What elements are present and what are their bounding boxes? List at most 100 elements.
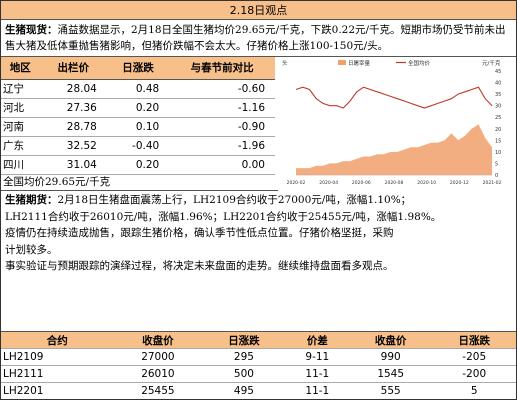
spot-cell-price: 28.04 xyxy=(39,79,107,99)
contracts-cell-spread-close: 990 xyxy=(348,348,433,366)
spot-cell-region: 河南 xyxy=(1,117,40,137)
spot-cell-price: 28.78 xyxy=(39,117,107,137)
spot-header-region: 地区 xyxy=(1,57,40,80)
spot-cell-vs-festival: 0.00 xyxy=(169,155,275,175)
contracts-row: LH2201 25455 495 11-1 555 5 xyxy=(1,382,516,400)
contracts-cell-spread: 11-1 xyxy=(285,382,349,400)
chart-y-tick-label: 0 xyxy=(495,173,498,179)
slaughter-area xyxy=(296,124,492,175)
slaughter-price-chart: 0 5 10 15 20 25 30 35 40 45 元/千克 头 日屠宰量 全国均价 2020-02 20… xyxy=(278,57,516,191)
spot-row: 广东 32.52 -0.40 -1.96 xyxy=(1,136,275,156)
spot-cell-region: 四川 xyxy=(1,155,40,175)
futures-line-2: LH2111合约收于26010元/吨，涨幅1.96%；LH2201合约收于254… xyxy=(5,210,442,223)
contracts-header-close: 收盘价 xyxy=(113,331,203,349)
chart-x-tick-label: 2021-02 xyxy=(483,180,502,186)
chart-x-tick-label: 2020-04 xyxy=(319,180,338,186)
spot-cell-daily: 0.48 xyxy=(106,79,170,99)
contracts-cell-daily: 500 xyxy=(202,365,286,383)
chart-y-tick-label: 35 xyxy=(495,92,501,98)
chart-x-tick-label: 2020-06 xyxy=(352,180,371,186)
spot-row: 河北 27.36 0.20 -1.16 xyxy=(1,98,275,118)
contracts-header-spread-close: 收盘价 xyxy=(348,331,433,349)
spot-header-daily: 日涨跌 xyxy=(106,57,170,80)
spot-cell-daily: 0.20 xyxy=(106,155,170,175)
contracts-row: LH2111 26010 500 11-1 1545 -200 xyxy=(1,365,516,383)
spot-price-table: 地区 出栏价 日涨跌 与春节前对比 辽宁 28.04 0.48 -0.60 河北 27.3… xyxy=(1,57,275,175)
contracts-cell-spread-close: 1545 xyxy=(348,365,433,383)
contracts-cell-spread: 11-1 xyxy=(285,365,349,383)
spot-cell-price: 27.36 xyxy=(39,98,107,118)
report-title: 2.18日观点 xyxy=(1,1,516,20)
contracts-cell-spread-daily: -200 xyxy=(432,365,516,383)
contracts-header-spread: 价差 xyxy=(285,331,349,349)
contracts-header-spread-daily: 日涨跌 xyxy=(432,331,516,349)
spot-intro: 生猪现货：涌益数据显示，2月18日全国生猪均价29.65元/千克，下跌0.22元… xyxy=(1,20,516,56)
spot-cell-region: 广东 xyxy=(1,136,40,156)
national-average: 全国均价29.65元/千克 xyxy=(3,176,111,188)
contracts-row: LH2109 27000 295 9-11 990 -205 xyxy=(1,348,516,366)
spot-cell-daily: -0.40 xyxy=(106,136,170,156)
contracts-cell-close: 25455 xyxy=(113,382,203,400)
spot-cell-vs-festival: -1.96 xyxy=(169,136,275,156)
contracts-cell-spread: 9-11 xyxy=(285,348,349,366)
contracts-cell-close: 27000 xyxy=(113,348,203,366)
chart-right-axis-label: 元/千克 xyxy=(482,59,501,67)
futures-section: 生猪期货：2月18日生猪盘面震荡上行，LH2109合约收于27000元/吨，涨幅… xyxy=(1,191,516,276)
contracts-cell-contract: LH2109 xyxy=(1,348,114,366)
spot-intro-label: 生猪现货： xyxy=(5,24,58,36)
spot-cell-vs-festival: -1.16 xyxy=(169,98,275,118)
spot-row: 辽宁 28.04 0.48 -0.60 xyxy=(1,79,275,99)
contracts-cell-close: 26010 xyxy=(113,365,203,383)
spot-table-body: 辽宁 28.04 0.48 -0.60 河北 27.36 0.20 -1.16 河南 28.78 0… xyxy=(1,79,275,175)
chart-y-tick-label: 25 xyxy=(495,115,501,121)
contracts-cell-spread-close: 555 xyxy=(348,382,433,400)
contracts-cell-daily: 295 xyxy=(202,348,286,366)
contracts-header-daily: 日涨跌 xyxy=(202,331,286,349)
chart-x-tick-label: 2020-08 xyxy=(385,180,404,186)
futures-line-4: 计划较多。 xyxy=(5,243,58,256)
contracts-cell-spread-daily: 5 xyxy=(432,382,516,400)
chart-y-tick-label: 20 xyxy=(495,127,501,133)
spot-cell-daily: 0.10 xyxy=(106,117,170,137)
spot-row: 河南 28.78 0.10 -0.90 xyxy=(1,117,275,137)
spot-intro-text: 涌益数据显示，2月18日全国生猪均价29.65元/千克，下跌0.22元/千克。短… xyxy=(5,24,506,52)
chart-left-axis-label: 头 xyxy=(282,59,288,67)
contracts-cell-contract: LH2111 xyxy=(1,365,114,383)
chart-y-tick-label: 10 xyxy=(495,150,501,156)
legend-label-slaughter: 日屠宰量 xyxy=(348,59,371,67)
spot-section: 地区 出栏价 日涨跌 与春节前对比 辽宁 28.04 0.48 -0.60 河北 27.3… xyxy=(1,56,516,191)
contracts-table: 合约 收盘价 日涨跌 价差 收盘价 日涨跌 LH2109 27000 295 9-11… xyxy=(1,331,516,400)
chart-y-tick-label: 15 xyxy=(495,138,501,144)
futures-label: 生猪期货： xyxy=(5,194,58,206)
chart-x-tick-label: 2020-12 xyxy=(450,180,469,186)
spot-header-price: 出栏价 xyxy=(39,57,107,80)
contracts-cell-contract: LH2201 xyxy=(1,382,114,400)
futures-line-1: 2月18日生猪盘面震荡上行，LH2109合约收于27000元/吨，涨幅1.10%… xyxy=(57,194,412,206)
price-line xyxy=(295,86,493,109)
chart-x-tick-label: 2020-10 xyxy=(417,180,436,186)
spot-cell-region: 辽宁 xyxy=(1,79,40,99)
chart-svg: 0 5 10 15 20 25 30 35 40 45 元/千克 头 日屠宰量 全国均价 2020-02 20… xyxy=(278,57,516,191)
chart-y-tick-label: 30 xyxy=(495,104,501,110)
legend-label-price: 全国均价 xyxy=(408,59,431,67)
chart-x-tick-label: 2020-02 xyxy=(287,180,306,186)
chart-y-tick-label: 5 xyxy=(495,161,498,167)
contracts-cell-daily: 495 xyxy=(202,382,286,400)
spot-cell-vs-festival: -0.90 xyxy=(169,117,275,137)
spot-cell-region: 河北 xyxy=(1,98,40,118)
spot-header-vs-festival: 与春节前对比 xyxy=(169,57,275,80)
chart-y-tick-label: 45 xyxy=(495,69,501,75)
contracts-header-contract: 合约 xyxy=(1,331,114,349)
contracts-cell-spread-daily: -205 xyxy=(432,348,516,366)
spot-cell-vs-festival: -0.60 xyxy=(169,79,275,99)
spot-row: 四川 31.04 0.20 0.00 xyxy=(1,155,275,175)
spot-cell-price: 31.04 xyxy=(39,155,107,175)
legend-swatch-slaughter xyxy=(338,60,346,65)
chart-y-tick-label: 40 xyxy=(495,81,501,87)
futures-line-3: 疫情仍在持续造成抛售，跟踪生猪价格，确认季节性低点位置。仔猪价格坚挺，采购 xyxy=(5,227,394,239)
futures-line-5: 事实验证与预期跟踪的演绎过程，将决定未来盘面的走势。继续维持盘面看多观点。 xyxy=(5,260,394,272)
spot-cell-daily: 0.20 xyxy=(106,98,170,118)
spot-cell-price: 32.52 xyxy=(39,136,107,156)
contracts-table-body: LH2109 27000 295 9-11 990 -205 LH2111 26010 500 1… xyxy=(1,348,516,400)
